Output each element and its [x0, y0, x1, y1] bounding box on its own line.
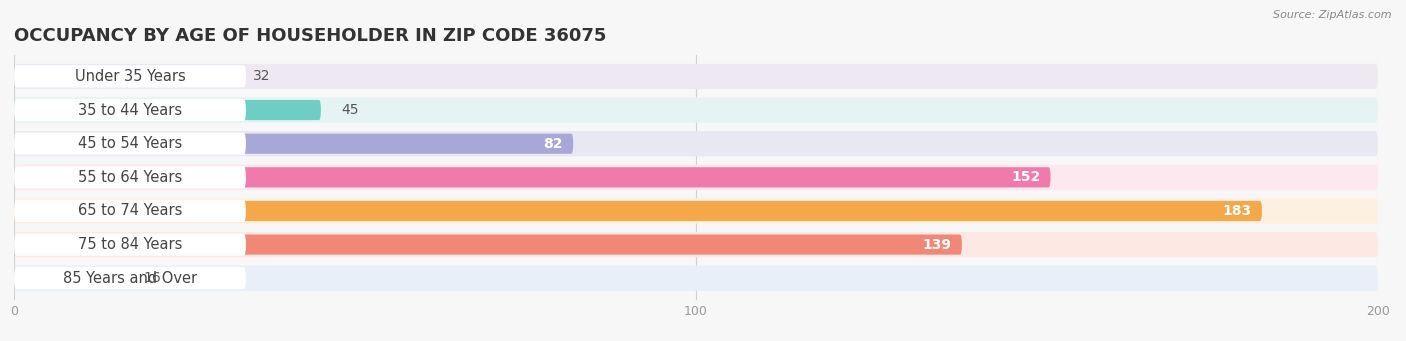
Text: 45 to 54 Years: 45 to 54 Years	[77, 136, 183, 151]
Text: Source: ZipAtlas.com: Source: ZipAtlas.com	[1274, 10, 1392, 20]
FancyBboxPatch shape	[14, 100, 321, 120]
FancyBboxPatch shape	[14, 267, 246, 289]
Text: 65 to 74 Years: 65 to 74 Years	[77, 204, 183, 219]
Text: 82: 82	[544, 137, 562, 151]
Text: 32: 32	[253, 70, 270, 84]
FancyBboxPatch shape	[14, 65, 246, 88]
FancyBboxPatch shape	[14, 235, 962, 255]
FancyBboxPatch shape	[14, 200, 246, 222]
FancyBboxPatch shape	[14, 234, 246, 256]
FancyBboxPatch shape	[14, 167, 1050, 188]
Text: OCCUPANCY BY AGE OF HOUSEHOLDER IN ZIP CODE 36075: OCCUPANCY BY AGE OF HOUSEHOLDER IN ZIP C…	[14, 27, 606, 45]
Text: 45: 45	[342, 103, 359, 117]
Text: 152: 152	[1011, 170, 1040, 184]
FancyBboxPatch shape	[14, 232, 1378, 257]
Text: 139: 139	[922, 238, 952, 252]
FancyBboxPatch shape	[14, 198, 1378, 224]
Text: 35 to 44 Years: 35 to 44 Years	[77, 103, 181, 118]
FancyBboxPatch shape	[14, 64, 1378, 89]
Text: 85 Years and Over: 85 Years and Over	[63, 271, 197, 286]
FancyBboxPatch shape	[14, 66, 232, 87]
Text: 75 to 84 Years: 75 to 84 Years	[77, 237, 183, 252]
Text: Under 35 Years: Under 35 Years	[75, 69, 186, 84]
Text: 55 to 64 Years: 55 to 64 Years	[77, 170, 183, 185]
FancyBboxPatch shape	[14, 266, 1378, 291]
FancyBboxPatch shape	[14, 99, 246, 121]
FancyBboxPatch shape	[14, 134, 574, 154]
FancyBboxPatch shape	[14, 268, 124, 288]
FancyBboxPatch shape	[14, 165, 1378, 190]
FancyBboxPatch shape	[14, 98, 1378, 123]
FancyBboxPatch shape	[14, 131, 1378, 156]
FancyBboxPatch shape	[14, 133, 246, 155]
Text: 183: 183	[1223, 204, 1251, 218]
Text: 16: 16	[143, 271, 162, 285]
FancyBboxPatch shape	[14, 201, 1263, 221]
FancyBboxPatch shape	[14, 166, 246, 189]
